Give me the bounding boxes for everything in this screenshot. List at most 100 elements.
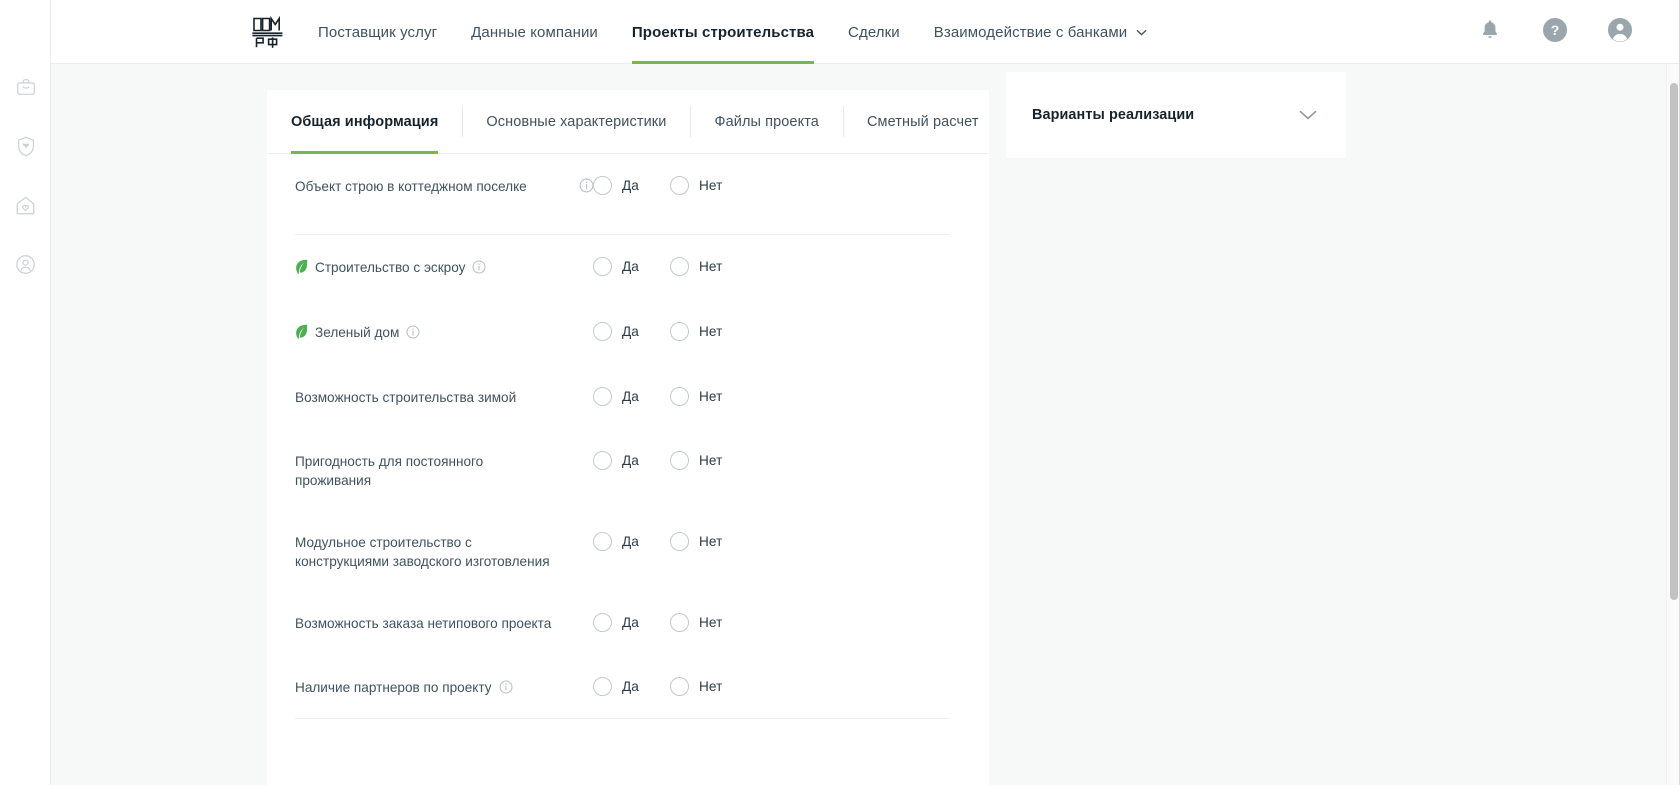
- rail-item-shield[interactable]: [11, 131, 41, 161]
- green-leaf-icon: [295, 259, 308, 280]
- radio-label-no: Нет: [699, 259, 723, 274]
- radio-label-yes: Да: [622, 178, 639, 193]
- radio-circle-no[interactable]: [670, 322, 689, 341]
- radio-option-no[interactable]: Нет: [670, 322, 747, 341]
- radio-circle-yes[interactable]: [593, 322, 612, 341]
- domrf-logo-icon: [252, 15, 283, 48]
- account-button[interactable]: [1606, 17, 1634, 46]
- tab-smetnyj-raschet[interactable]: Сметный расчет: [842, 90, 1003, 153]
- radio-label-yes: Да: [622, 453, 639, 468]
- tab-fajly-proekta[interactable]: Файлы проекта: [690, 90, 843, 153]
- rail-item-house[interactable]: [11, 190, 41, 220]
- spacer: [579, 453, 593, 467]
- table-row: Строительство с эскроу: [295, 235, 949, 300]
- svg-text:?: ?: [1551, 22, 1560, 38]
- radio-option-no[interactable]: Нет: [670, 677, 747, 696]
- radio-circle-yes[interactable]: [593, 257, 612, 276]
- radio-circle-yes[interactable]: [593, 532, 612, 551]
- yes-no-radio-group: Да Нет: [593, 176, 747, 195]
- radio-circle-no[interactable]: [670, 387, 689, 406]
- house-heart-icon: [14, 194, 37, 217]
- left-rail-icon-list: [0, 72, 51, 279]
- tab-label: Общая информация: [291, 113, 439, 130]
- spacer: [579, 615, 593, 629]
- nav-item-0[interactable]: Поставщик услуг: [301, 0, 454, 64]
- radio-option-no[interactable]: Нет: [670, 613, 747, 632]
- radio-circle-no[interactable]: [670, 532, 689, 551]
- notifications-button[interactable]: [1476, 18, 1504, 46]
- tab-osnovnye-harakteristiki[interactable]: Основные характеристики: [462, 90, 690, 153]
- nav-item-3[interactable]: Сделки: [831, 0, 917, 64]
- radio-option-no[interactable]: Нет: [670, 387, 747, 406]
- info-icon[interactable]: [499, 680, 513, 694]
- table-row: Зеленый дом Да: [295, 300, 949, 365]
- field-label: Объект строю в коттеджном поселке: [295, 176, 557, 196]
- radio-label-no: Нет: [699, 178, 723, 193]
- radio-option-yes[interactable]: Да: [593, 176, 670, 195]
- vertical-scrollbar-thumb[interactable]: [1670, 83, 1678, 600]
- field-label-text: Объект строю в коттеджном поселке: [295, 179, 527, 194]
- radio-label-no: Нет: [699, 534, 723, 549]
- chevron-down-icon[interactable]: [1297, 104, 1319, 126]
- radio-option-no[interactable]: Нет: [670, 257, 747, 276]
- yes-no-radio-group: Да Нет: [593, 451, 747, 470]
- radio-circle-no[interactable]: [670, 613, 689, 632]
- field-label-text: Возможность строительства зимой: [295, 390, 517, 405]
- radio-option-no[interactable]: Нет: [670, 451, 747, 470]
- radio-circle-yes[interactable]: [593, 387, 612, 406]
- info-icon[interactable]: [406, 325, 420, 339]
- field-label: Наличие партнеров по проекту: [295, 677, 557, 697]
- radio-circle-no[interactable]: [670, 451, 689, 470]
- nav-item-2[interactable]: Проекты строительства: [615, 0, 831, 64]
- vertical-scrollbar-track[interactable]: [1666, 64, 1680, 785]
- radio-circle-no[interactable]: [670, 176, 689, 195]
- logo-domrf[interactable]: [249, 12, 287, 52]
- yes-no-radio-group: Да Нет: [593, 532, 747, 551]
- nav-item-4[interactable]: Взаимодействие с банками: [917, 0, 1165, 64]
- yes-no-radio-group: Да Нет: [593, 387, 747, 406]
- field-label: Модульное строительство с конструкциями …: [295, 532, 557, 571]
- radio-circle-yes[interactable]: [593, 451, 612, 470]
- table-row: Объект строю в коттеджном поселке Да: [295, 154, 949, 235]
- radio-circle-yes[interactable]: [593, 176, 612, 195]
- info-icon[interactable]: [579, 178, 594, 193]
- radio-circle-no[interactable]: [670, 677, 689, 696]
- radio-option-yes[interactable]: Да: [593, 451, 670, 470]
- top-header: Поставщик услуг Данные компании Проекты …: [51, 0, 1680, 64]
- table-row: Наличие партнеров по проекту: [295, 655, 949, 719]
- yes-no-radio-group: Да Нет: [593, 322, 747, 341]
- field-label: Возможность строительства зимой: [295, 387, 557, 407]
- rail-item-briefcase[interactable]: [11, 72, 41, 102]
- radio-circle-no[interactable]: [670, 257, 689, 276]
- nav-item-1[interactable]: Данные компании: [454, 0, 615, 64]
- radio-circle-yes[interactable]: [593, 613, 612, 632]
- radio-label-yes: Да: [622, 389, 639, 404]
- radio-circle-yes[interactable]: [593, 677, 612, 696]
- radio-option-yes[interactable]: Да: [593, 257, 670, 276]
- nav-label: Проекты строительства: [631, 23, 815, 41]
- spacer: [579, 679, 593, 693]
- radio-option-yes[interactable]: Да: [593, 532, 670, 551]
- help-button[interactable]: ?: [1541, 17, 1569, 46]
- radio-option-yes[interactable]: Да: [593, 613, 670, 632]
- project-tabs: Общая информация Основные характеристики…: [267, 90, 989, 154]
- field-label-text: Зеленый дом: [315, 325, 400, 340]
- tab-label: Основные характеристики: [486, 113, 667, 130]
- radio-option-yes[interactable]: Да: [593, 322, 670, 341]
- nav-label: Поставщик услуг: [318, 23, 438, 41]
- info-icon[interactable]: [472, 260, 486, 274]
- implementation-options-panel[interactable]: Варианты реализации: [1006, 72, 1346, 158]
- field-label: Пригодность для постоянного проживания: [295, 451, 557, 490]
- rail-item-profile[interactable]: [11, 249, 41, 279]
- left-rail: [0, 0, 51, 785]
- radio-option-yes[interactable]: Да: [593, 387, 670, 406]
- table-row: Модульное строительство с конструкциями …: [295, 510, 949, 591]
- radio-option-yes[interactable]: Да: [593, 677, 670, 696]
- radio-option-no[interactable]: Нет: [670, 532, 747, 551]
- radio-option-no[interactable]: Нет: [670, 176, 747, 195]
- field-label: Возможность заказа нетипового проекта: [295, 613, 557, 633]
- radio-label-no: Нет: [699, 453, 723, 468]
- field-label: Строительство с эскроу: [295, 257, 557, 280]
- tab-obshaya-informaciya[interactable]: Общая информация: [267, 90, 462, 154]
